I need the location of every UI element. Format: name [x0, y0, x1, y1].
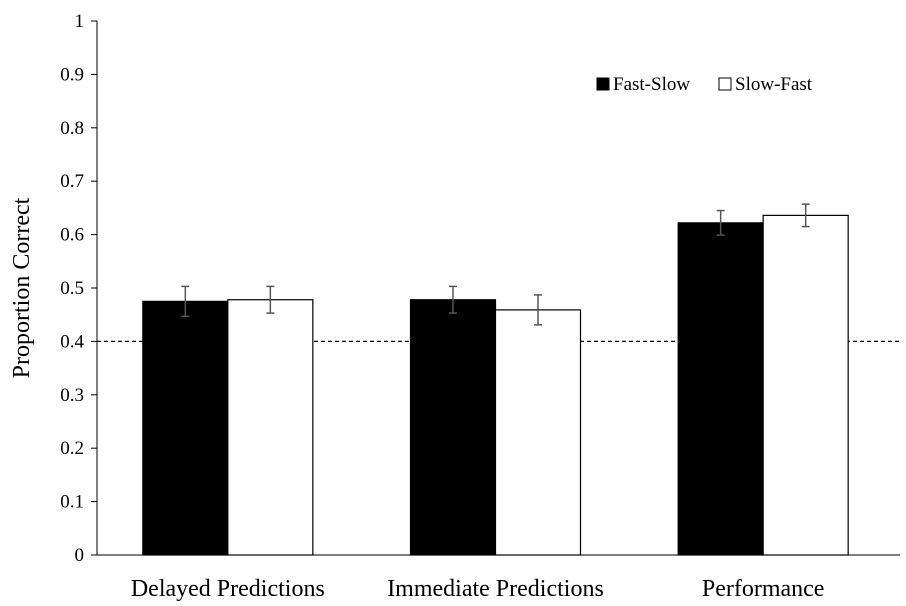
bar-fast-slow: [142, 300, 229, 556]
y-tick-label: 0.2: [60, 438, 84, 459]
x-category-label: Immediate Predictions: [387, 576, 604, 602]
y-tick-label: 0: [75, 545, 85, 566]
bar-slow-fast: [762, 214, 849, 556]
bar-fast-slow: [677, 222, 764, 556]
bar-slow-fast: [494, 309, 582, 556]
bar-fast-slow: [409, 299, 497, 556]
y-tick-label: 0.9: [60, 64, 84, 85]
y-tick-label: 0.4: [60, 331, 84, 352]
legend-swatch: [718, 77, 732, 91]
bar-slow-fast: [227, 299, 314, 556]
legend-label: Fast-Slow: [613, 74, 690, 95]
y-tick-label: 0.5: [60, 278, 84, 299]
y-tick-label: 0.3: [60, 385, 84, 406]
y-tick-label: 1: [75, 11, 85, 32]
x-category-label: Performance: [702, 576, 825, 602]
x-category-label: Delayed Predictions: [131, 576, 325, 602]
y-tick-label: 0.1: [60, 492, 84, 513]
legend-swatch: [596, 77, 610, 91]
y-axis-title: Proportion Correct: [9, 197, 35, 378]
y-tick-label: 0.7: [60, 171, 84, 192]
y-tick-label: 0.6: [60, 225, 84, 246]
y-tick-label: 0.8: [60, 118, 84, 139]
legend-label: Slow-Fast: [735, 74, 813, 95]
